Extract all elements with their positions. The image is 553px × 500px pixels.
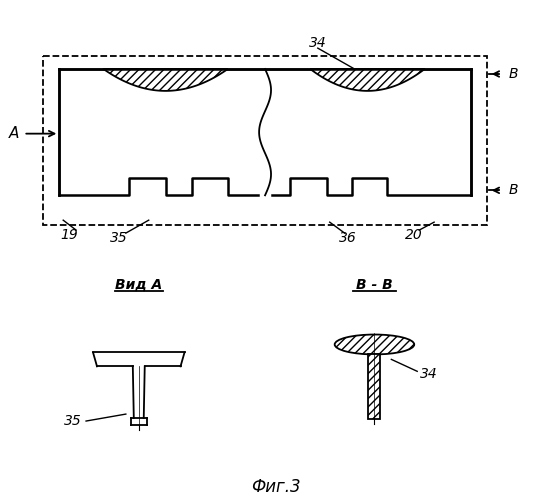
Text: B: B [509,184,518,198]
Text: A: A [9,126,19,141]
Text: 19: 19 [60,228,78,242]
Text: B - B: B - B [356,278,393,292]
Text: Фиг.3: Фиг.3 [251,478,301,496]
Ellipse shape [335,334,414,354]
Text: Вид A: Вид A [115,278,163,292]
Text: 20: 20 [405,228,423,242]
Text: 34: 34 [420,368,438,382]
Polygon shape [103,69,228,91]
Bar [43,56,487,225]
Polygon shape [310,69,425,91]
Text: 35: 35 [110,231,128,245]
Bar [368,354,380,419]
Text: 35: 35 [64,414,82,428]
Text: B: B [509,67,518,81]
Text: 36: 36 [339,231,357,245]
Text: 34: 34 [309,36,327,50]
